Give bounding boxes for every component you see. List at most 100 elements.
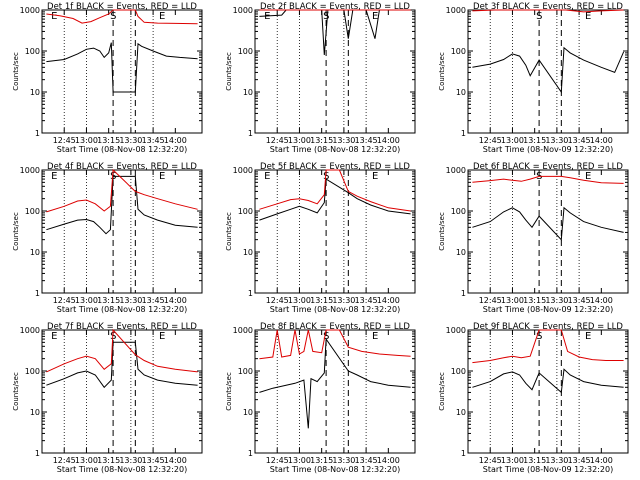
y-tick-label: 1000: [446, 166, 466, 175]
panel-title: Det 2f BLACK = Events, RED = LLD: [260, 2, 410, 12]
lld-series-line: [259, 169, 411, 212]
x-tick-label: 13:30: [545, 296, 568, 305]
y-tick-label: 100: [25, 367, 40, 376]
event-marker-label: E: [372, 11, 378, 22]
event-marker-label: E: [51, 171, 57, 182]
y-tick-label: 100: [451, 47, 466, 56]
y-tick-label: 1: [461, 289, 466, 298]
y-axis-label: Counts/sec: [438, 52, 446, 91]
y-tick-label: 1000: [20, 326, 40, 335]
detector-panel: Det 7f BLACK = Events, RED = LLD 1 10 100 10…: [12, 322, 203, 474]
x-tick-label: 13:30: [119, 136, 142, 145]
x-tick-label: 13:30: [332, 296, 355, 305]
detector-panel: Det 3f BLACK = Events, RED = LLD 1 10 100 10…: [438, 2, 629, 154]
events-series-line: [46, 42, 198, 93]
event-marker-label: E: [585, 331, 591, 342]
x-tick-label: 13:00: [75, 136, 98, 145]
x-axis-label: Start Time (08-Nov-08 12:32:20): [57, 145, 187, 154]
x-tick-label: 14:00: [377, 456, 400, 465]
x-tick-label: 13:00: [501, 456, 524, 465]
x-tick-label: 13:30: [119, 456, 142, 465]
events-series-line: [46, 341, 198, 389]
y-tick-label: 10: [243, 248, 253, 257]
y-axis-label: Counts/sec: [438, 212, 446, 251]
y-tick-label: 10: [243, 88, 253, 97]
x-tick-label: 12:45: [266, 136, 289, 145]
y-axis-label: Counts/sec: [225, 212, 233, 251]
plot-frame: [467, 9, 629, 134]
x-tick-label: 13:30: [332, 136, 355, 145]
x-tick-label: 12:45: [53, 136, 76, 145]
event-marker-label: S: [536, 331, 542, 342]
lld-series-line: [46, 328, 198, 373]
x-tick-label: 12:45: [266, 456, 289, 465]
y-tick-label: 1: [35, 289, 40, 298]
event-marker-label: E: [51, 331, 57, 342]
x-tick-label: 13:15: [97, 456, 120, 465]
event-marker-label: S: [323, 11, 329, 22]
x-axis-label: Start Time (08-Nov-09 12:32:20): [483, 305, 613, 314]
x-tick-label: 13:15: [523, 456, 546, 465]
x-tick-label: 12:45: [53, 456, 76, 465]
x-tick-label: 13:45: [355, 296, 378, 305]
x-axis-label: Start Time (08-Nov-08 12:32:20): [270, 145, 400, 154]
y-tick-label: 1: [461, 129, 466, 138]
y-tick-label: 1: [35, 129, 40, 138]
plot-frame: [41, 329, 203, 454]
x-tick-label: 13:45: [142, 296, 165, 305]
x-tick-label: 13:15: [310, 136, 333, 145]
x-tick-label: 14:00: [590, 136, 613, 145]
y-tick-label: 1: [248, 449, 253, 458]
event-marker-label: S: [323, 331, 329, 342]
event-marker-label: S: [110, 331, 116, 342]
event-marker-label: E: [159, 331, 165, 342]
y-tick-label: 100: [451, 207, 466, 216]
y-tick-label: 10: [30, 88, 40, 97]
y-tick-label: 100: [238, 207, 253, 216]
lld-series-line: [472, 175, 624, 184]
x-axis-label: Start Time (08-Nov-08 12:32:20): [57, 465, 187, 474]
x-tick-label: 12:45: [479, 296, 502, 305]
y-axis-label: Counts/sec: [225, 52, 233, 91]
y-tick-label: 10: [30, 408, 40, 417]
x-tick-label: 13:00: [75, 456, 98, 465]
x-tick-label: 13:45: [355, 456, 378, 465]
event-marker-label: E: [372, 331, 378, 342]
plot-frame: [41, 9, 203, 134]
x-tick-label: 12:45: [479, 136, 502, 145]
x-tick-label: 13:00: [501, 296, 524, 305]
y-axis-label: Counts/sec: [12, 52, 20, 91]
y-tick-label: 100: [25, 207, 40, 216]
x-tick-label: 14:00: [377, 296, 400, 305]
x-tick-label: 14:00: [164, 296, 187, 305]
panel-title: Det 7f BLACK = Events, RED = LLD: [47, 322, 197, 332]
y-tick-label: 100: [238, 367, 253, 376]
event-marker-label: E: [264, 171, 270, 182]
events-series-line: [472, 46, 625, 94]
events-series-line: [259, 178, 411, 221]
y-tick-label: 100: [451, 367, 466, 376]
y-tick-label: 1000: [446, 6, 466, 15]
y-tick-label: 10: [456, 408, 466, 417]
event-marker-label: E: [159, 11, 165, 22]
y-tick-label: 1000: [233, 6, 253, 15]
x-tick-label: 14:00: [590, 456, 613, 465]
y-tick-label: 10: [243, 408, 253, 417]
detector-panel: Det 1f BLACK = Events, RED = LLD 1 10 100 10…: [12, 2, 203, 154]
x-tick-label: 13:00: [501, 136, 524, 145]
x-tick-label: 13:45: [568, 456, 591, 465]
panel-title: Det 9f BLACK = Events, RED = LLD: [473, 322, 623, 332]
panel-title: Det 1f BLACK = Events, RED = LLD: [47, 2, 197, 12]
x-axis-label: Start Time (08-Nov-08 12:32:20): [57, 305, 187, 314]
y-tick-label: 1: [35, 449, 40, 458]
x-axis-label: Start Time (08-Nov-09 12:32:20): [483, 465, 613, 474]
x-tick-label: 13:45: [355, 136, 378, 145]
y-tick-label: 10: [456, 248, 466, 257]
x-tick-label: 14:00: [377, 136, 400, 145]
event-marker-label: E: [51, 11, 57, 22]
plot-frame: [254, 9, 416, 134]
y-tick-label: 1000: [20, 166, 40, 175]
y-axis-label: Counts/sec: [438, 372, 446, 411]
x-tick-label: 12:45: [266, 296, 289, 305]
